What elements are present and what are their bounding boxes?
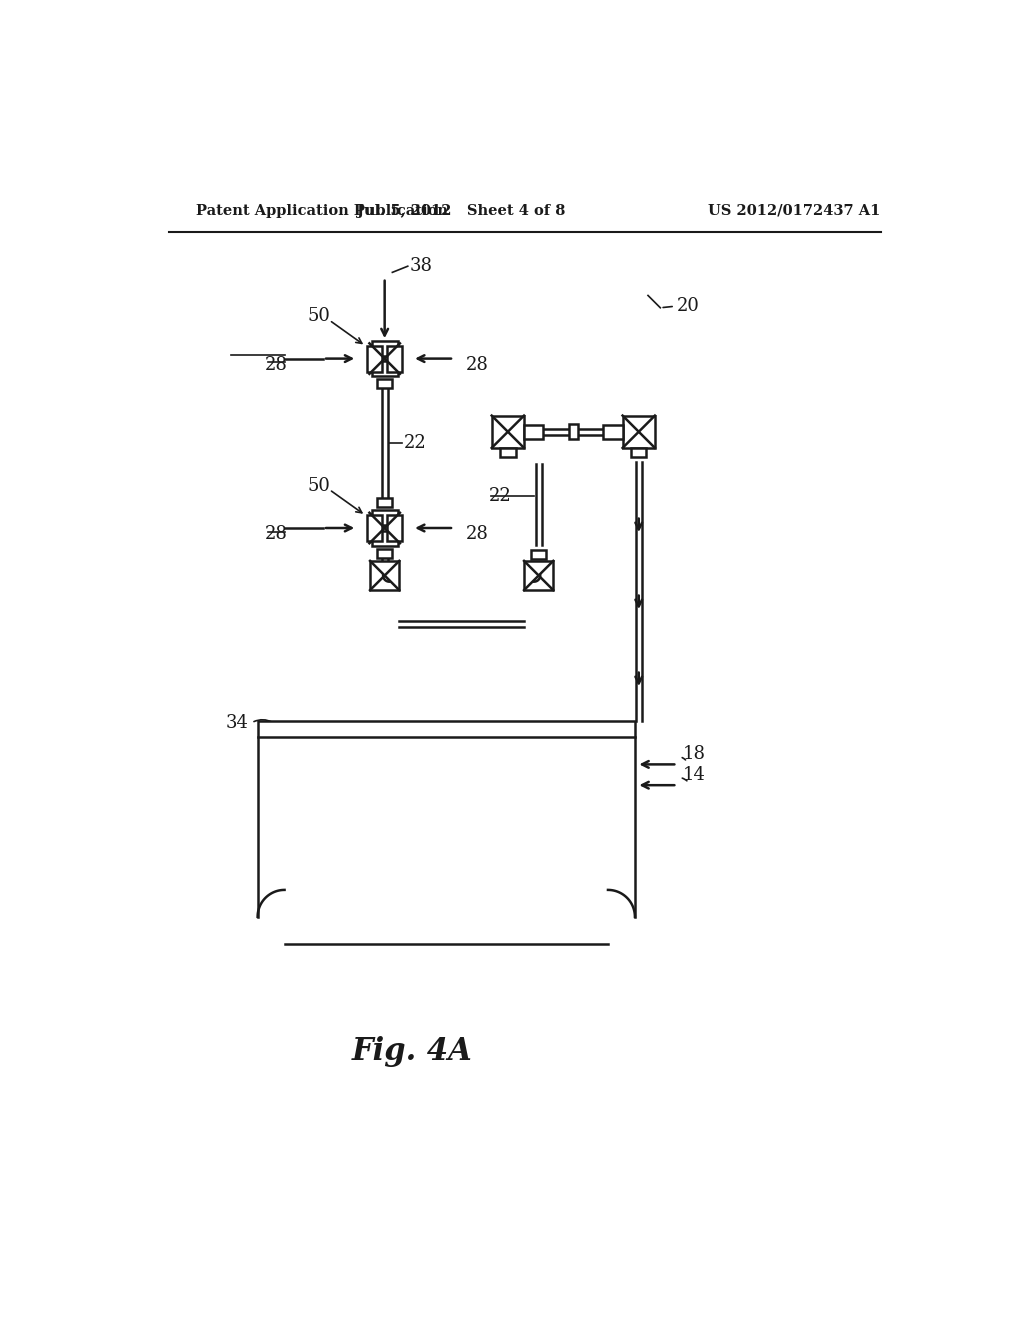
- Bar: [387, 346, 402, 372]
- Text: 22: 22: [403, 434, 427, 453]
- Bar: [368, 515, 382, 541]
- Text: 22: 22: [488, 487, 511, 504]
- Bar: [372, 531, 397, 545]
- Text: 50: 50: [307, 308, 331, 325]
- Bar: [524, 425, 544, 438]
- Bar: [370, 561, 399, 590]
- Text: Fig. 4A: Fig. 4A: [351, 1036, 472, 1067]
- Text: 28: 28: [265, 525, 288, 543]
- Text: 28: 28: [466, 356, 488, 374]
- Text: 14: 14: [683, 766, 706, 784]
- Bar: [623, 416, 655, 447]
- Text: 20: 20: [677, 297, 700, 315]
- Bar: [631, 447, 646, 457]
- Text: Patent Application Publication: Patent Application Publication: [196, 203, 449, 218]
- Text: 28: 28: [265, 356, 288, 374]
- Bar: [492, 416, 524, 447]
- Bar: [377, 498, 392, 507]
- Bar: [372, 341, 397, 356]
- Text: 18: 18: [683, 744, 706, 763]
- Bar: [500, 447, 515, 457]
- Text: 38: 38: [410, 257, 432, 275]
- Bar: [568, 424, 578, 440]
- Bar: [387, 515, 402, 541]
- Bar: [524, 561, 553, 590]
- Bar: [377, 549, 392, 558]
- Bar: [603, 425, 623, 438]
- Bar: [377, 379, 392, 388]
- Text: 34: 34: [225, 714, 249, 731]
- Text: US 2012/0172437 A1: US 2012/0172437 A1: [708, 203, 881, 218]
- Bar: [372, 362, 397, 376]
- Bar: [531, 550, 547, 560]
- Text: 50: 50: [307, 477, 331, 495]
- Text: 28: 28: [466, 525, 488, 543]
- Bar: [258, 721, 635, 738]
- Bar: [368, 346, 382, 372]
- Bar: [372, 511, 397, 525]
- Text: Jul. 5, 2012   Sheet 4 of 8: Jul. 5, 2012 Sheet 4 of 8: [357, 203, 566, 218]
